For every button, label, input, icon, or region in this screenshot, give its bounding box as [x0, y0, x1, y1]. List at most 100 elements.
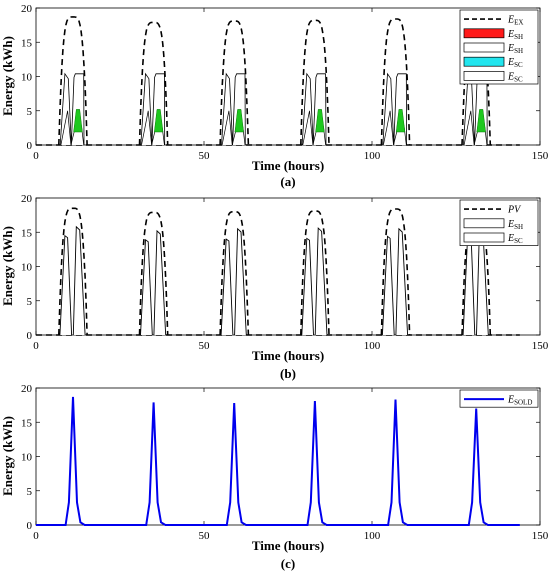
x-tick-label: 50: [199, 150, 211, 162]
panel-b: 0 50 100 150 0 5 10 15 20 Energy (kWh) Time (hou…: [0, 193, 549, 381]
panel-a: 0 50 100 150 0 5 10 15 20 Energy (kWh) Time (hou…: [0, 3, 549, 189]
legend-swatch: [463, 56, 505, 67]
legend-label-main: E: [507, 15, 514, 26]
legend-label-sub: SH: [514, 47, 523, 55]
esc-peak: [72, 225, 86, 336]
green-fill: [234, 109, 244, 133]
y-tick-label: 20: [21, 3, 33, 15]
legend-label-main: E: [507, 71, 514, 82]
pv-curve: [58, 207, 88, 336]
legend-label-main: E: [507, 43, 514, 54]
y-tick-label: 15: [21, 417, 33, 429]
y-tick-label: 0: [27, 330, 33, 342]
x-tick-label: 50: [199, 340, 211, 352]
legend-label-sub: SH: [514, 223, 523, 231]
y-tick-label: 0: [27, 520, 33, 532]
legend-label-sub: SH: [514, 33, 523, 41]
legend-c: ESOLD: [459, 389, 539, 408]
y-tick-label: 20: [21, 193, 33, 205]
legend-swatch: [463, 42, 505, 53]
legend-label-main: E: [507, 57, 514, 68]
xlabel-c: Time (hours): [252, 538, 324, 553]
series-c: [36, 396, 520, 526]
esc-peak: [153, 229, 167, 336]
series-b: [36, 207, 520, 336]
esh-peak: [301, 237, 314, 336]
green-fill: [476, 109, 486, 133]
legend-swatch: [463, 218, 505, 229]
ticks-c: 0 50 100 150 0 5 10 15 20: [21, 383, 549, 542]
y-tick-label: 5: [27, 106, 33, 118]
x-tick-label: 0: [33, 340, 39, 352]
esh-peak: [59, 234, 73, 336]
panel-c: 0 50 100 150 0 5 10 15 20 Energy (kWh) Time (hou…: [0, 383, 549, 571]
legend-label-main: E: [507, 219, 514, 230]
esc-peak: [314, 227, 328, 336]
series-a: [36, 16, 520, 146]
green-fill: [395, 109, 406, 133]
ylabel-c: Energy (kWh): [0, 416, 15, 496]
legend-label-main: E: [507, 29, 514, 40]
x-tick-label: 50: [199, 530, 211, 542]
legend-label: EEX: [507, 15, 523, 27]
legend-label: ESC: [507, 233, 523, 245]
x-tick-label: 0: [33, 530, 39, 542]
xlabel-b: Time (hours): [252, 348, 324, 363]
pv-curve: [380, 208, 411, 336]
y-tick-label: 10: [21, 262, 33, 274]
ex-curve: [58, 16, 88, 146]
plot-frame-b: [35, 197, 541, 336]
y-tick-label: 5: [27, 296, 33, 308]
ylabel-a: Energy (kWh): [0, 36, 15, 116]
x-tick-label: 100: [364, 530, 381, 542]
legend-swatch: [463, 71, 505, 81]
x-tick-label: 150: [532, 530, 549, 542]
y-tick-label: 15: [21, 227, 33, 239]
y-tick-label: 5: [27, 486, 33, 498]
pv-curve: [138, 211, 169, 336]
y-tick-label: 10: [21, 452, 33, 464]
ex-curve: [138, 21, 169, 146]
esc-peak: [395, 227, 409, 336]
esh-peak: [381, 235, 395, 336]
x-tick-label: 100: [364, 340, 381, 352]
legend-label-main: E: [507, 233, 514, 244]
y-tick-label: 15: [21, 37, 33, 49]
legend-label: ESC: [507, 57, 523, 69]
esh-peak: [140, 238, 153, 336]
legend-label-sub: SC: [514, 237, 523, 245]
x-tick-label: 150: [532, 340, 549, 352]
esh-peak: [220, 238, 234, 336]
legend-label: ESH: [507, 219, 523, 231]
green-fill: [315, 109, 325, 133]
ex-curve: [380, 18, 411, 146]
legend-label-main: PV: [507, 205, 522, 216]
legend-label-main: E: [507, 395, 514, 406]
plot-frame-c: [35, 387, 541, 526]
ylabel-b: Energy (kWh): [0, 226, 15, 306]
x-tick-label: 0: [33, 150, 39, 162]
caption-a: (a): [280, 174, 295, 189]
legend-swatch: [463, 232, 505, 243]
esold-line: [36, 396, 520, 526]
ticks-b: 0 50 100 150 0 5 10 15 20: [21, 193, 549, 352]
y-tick-label: 10: [21, 72, 33, 84]
legend-label: ESH: [507, 29, 523, 41]
caption-c: (c): [281, 556, 295, 571]
esc-peak: [234, 227, 247, 336]
x-tick-label: 150: [532, 150, 549, 162]
legend-label: ESOLD: [507, 395, 532, 407]
plot-frame-a: [35, 7, 541, 146]
legend-label-sub: EX: [514, 19, 523, 27]
legend-label-sub: SC: [514, 75, 523, 83]
legend-swatch: [463, 28, 505, 39]
caption-b: (b): [280, 366, 296, 381]
legend-label: ESH: [507, 43, 523, 55]
green-fill: [73, 109, 83, 133]
xlabel-a: Time (hours): [252, 158, 324, 173]
green-fill: [154, 109, 164, 133]
legend-label: PV: [507, 205, 522, 216]
